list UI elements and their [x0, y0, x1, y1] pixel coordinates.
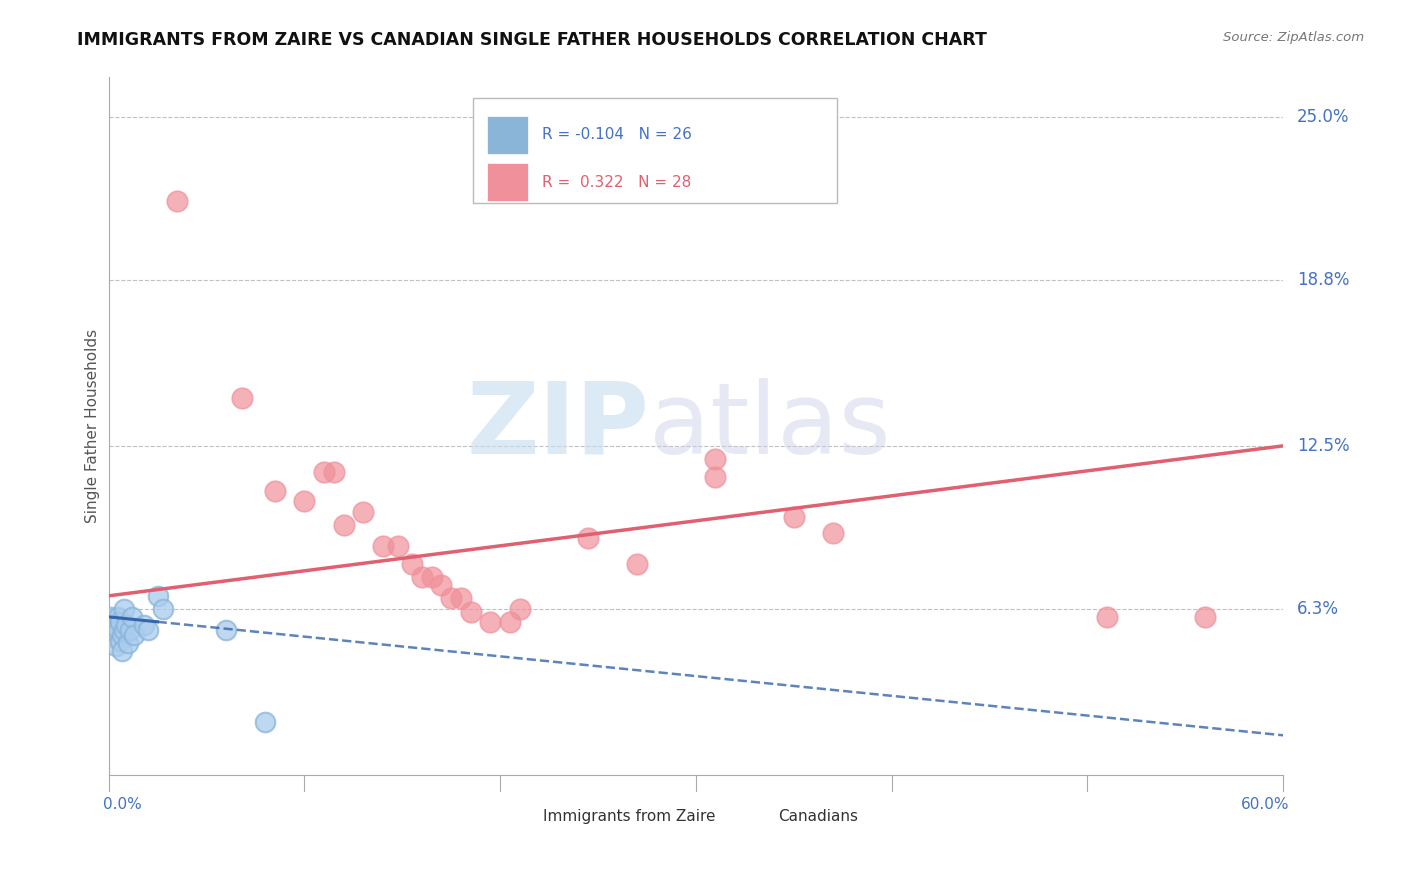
- Point: [420, 570, 443, 584]
- FancyBboxPatch shape: [486, 116, 527, 154]
- Text: 6.3%: 6.3%: [1298, 600, 1339, 618]
- Text: Source: ZipAtlas.com: Source: ZipAtlas.com: [1223, 31, 1364, 45]
- Point: [111, 644, 134, 658]
- Point: [101, 628, 124, 642]
- Point: [110, 615, 132, 629]
- Point: [264, 483, 287, 498]
- Point: [460, 605, 482, 619]
- Text: Immigrants from Zaire: Immigrants from Zaire: [543, 809, 716, 824]
- Point: [352, 505, 374, 519]
- Point: [322, 465, 344, 479]
- Point: [121, 610, 143, 624]
- Point: [122, 628, 145, 642]
- Text: IMMIGRANTS FROM ZAIRE VS CANADIAN SINGLE FATHER HOUSEHOLDS CORRELATION CHART: IMMIGRANTS FROM ZAIRE VS CANADIAN SINGLE…: [77, 31, 987, 49]
- Point: [146, 589, 169, 603]
- Text: 12.5%: 12.5%: [1298, 437, 1350, 455]
- Point: [450, 591, 472, 606]
- Point: [100, 610, 122, 624]
- Text: 60.0%: 60.0%: [1240, 797, 1289, 812]
- Point: [152, 602, 174, 616]
- FancyBboxPatch shape: [747, 803, 772, 830]
- FancyBboxPatch shape: [512, 803, 537, 830]
- FancyBboxPatch shape: [472, 98, 837, 203]
- Point: [112, 623, 135, 637]
- Point: [440, 591, 463, 606]
- Point: [111, 628, 134, 642]
- Point: [132, 617, 155, 632]
- Point: [292, 494, 315, 508]
- Point: [105, 620, 128, 634]
- Point: [136, 623, 159, 637]
- Point: [117, 636, 139, 650]
- Point: [112, 602, 135, 616]
- Point: [115, 617, 138, 632]
- Text: R =  0.322   N = 28: R = 0.322 N = 28: [543, 175, 692, 189]
- Point: [105, 639, 128, 653]
- Point: [231, 392, 253, 406]
- Point: [254, 715, 277, 730]
- Point: [479, 615, 502, 629]
- Point: [411, 570, 433, 584]
- Text: Canadians: Canadians: [778, 809, 858, 824]
- Point: [626, 558, 648, 572]
- Point: [371, 539, 394, 553]
- Point: [387, 539, 409, 553]
- Point: [509, 602, 531, 616]
- Point: [101, 623, 124, 637]
- Text: R = -0.104   N = 26: R = -0.104 N = 26: [543, 128, 692, 143]
- Point: [499, 615, 522, 629]
- Point: [821, 525, 844, 540]
- Point: [401, 558, 423, 572]
- Text: ZIP: ZIP: [465, 377, 650, 475]
- Point: [1194, 610, 1216, 624]
- Point: [107, 623, 129, 637]
- Point: [704, 470, 727, 484]
- Point: [103, 615, 125, 629]
- Text: 0.0%: 0.0%: [103, 797, 142, 812]
- Point: [110, 633, 132, 648]
- Point: [107, 610, 129, 624]
- Text: atlas: atlas: [650, 377, 890, 475]
- FancyBboxPatch shape: [486, 163, 527, 202]
- Text: 25.0%: 25.0%: [1298, 108, 1350, 126]
- Point: [312, 465, 335, 479]
- Point: [783, 509, 806, 524]
- Y-axis label: Single Father Households: Single Father Households: [86, 329, 100, 524]
- Point: [332, 517, 354, 532]
- Point: [430, 578, 453, 592]
- Point: [166, 194, 188, 208]
- Point: [120, 623, 142, 637]
- Point: [215, 623, 238, 637]
- Point: [576, 531, 599, 545]
- Text: 18.8%: 18.8%: [1298, 271, 1350, 289]
- Point: [103, 631, 125, 645]
- Point: [704, 452, 727, 467]
- Point: [1095, 610, 1118, 624]
